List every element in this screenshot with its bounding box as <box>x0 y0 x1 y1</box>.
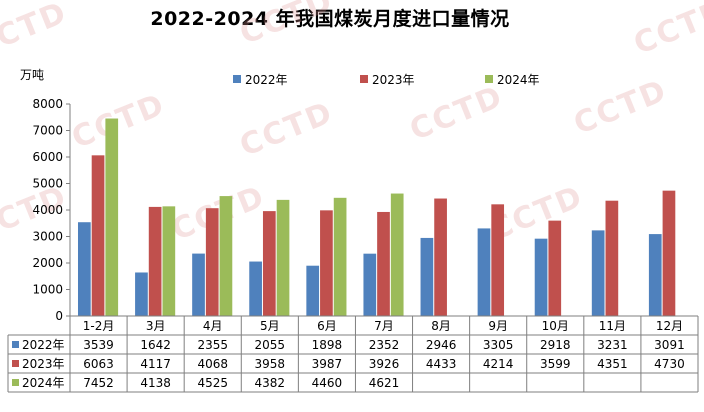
data-label: 3599 <box>540 357 571 371</box>
table-series-label: 2023年 <box>22 357 65 371</box>
data-label: 4730 <box>654 357 685 371</box>
data-label: 1642 <box>140 338 171 352</box>
bar-1-1 <box>77 222 91 316</box>
legend-swatch <box>485 75 493 83</box>
data-label: 6063 <box>83 357 114 371</box>
data-label: 4214 <box>483 357 514 371</box>
bar-1-3 <box>192 253 205 316</box>
category-label: 12月 <box>656 319 683 333</box>
bar-3-3 <box>219 196 233 316</box>
y-tick-label: 7000 <box>32 124 63 138</box>
data-label: 4138 <box>140 376 171 390</box>
y-tick-label: 3000 <box>32 230 63 244</box>
data-label: 4068 <box>197 357 228 371</box>
category-label: 8月 <box>431 319 451 333</box>
data-label: 2055 <box>255 338 286 352</box>
bar-2-11 <box>662 190 676 316</box>
bar-3-5 <box>333 197 347 316</box>
y-tick-label: 0 <box>55 309 63 323</box>
category-label: 3月 <box>146 319 166 333</box>
data-label: 3091 <box>654 338 685 352</box>
y-tick-label: 6000 <box>32 150 63 164</box>
bar-1-6 <box>363 253 377 316</box>
data-label: 3926 <box>369 357 400 371</box>
data-label: 4621 <box>369 376 400 390</box>
bar-2-7 <box>434 198 447 316</box>
bar-3-4 <box>276 199 290 316</box>
data-label: 4382 <box>255 376 286 390</box>
data-label: 3987 <box>312 357 343 371</box>
bar-1-5 <box>306 265 320 316</box>
data-label: 7452 <box>83 376 114 390</box>
bar-3-6 <box>390 193 404 316</box>
category-label: 9月 <box>488 319 508 333</box>
category-label: 5月 <box>260 319 280 333</box>
legend-label: 2024年 <box>497 73 540 87</box>
bar-1-7 <box>420 237 434 316</box>
bar-2-3 <box>205 208 219 316</box>
bar-2-6 <box>377 211 390 316</box>
bar-2-2 <box>148 206 162 316</box>
bar-1-2 <box>135 272 148 316</box>
bar-2-9 <box>548 220 562 316</box>
bar-2-4 <box>262 211 276 316</box>
y-tick-label: 8000 <box>32 97 63 111</box>
data-label: 4117 <box>140 357 171 371</box>
bar-3-2 <box>162 206 176 316</box>
data-label: 2946 <box>426 338 457 352</box>
legend-label: 2022年 <box>245 73 288 87</box>
table-series-label: 2022年 <box>22 338 65 352</box>
y-axis-unit-label: 万吨 <box>20 68 45 82</box>
data-label: 2352 <box>369 338 400 352</box>
table-legend-swatch <box>12 360 19 367</box>
bar-3-1 <box>105 118 119 316</box>
y-tick-label: 4000 <box>32 203 63 217</box>
data-label: 1898 <box>312 338 343 352</box>
table-series-label: 2024年 <box>22 376 65 390</box>
category-label: 1-2月 <box>83 319 115 333</box>
data-label: 2355 <box>197 338 228 352</box>
bar-2-10 <box>605 200 619 316</box>
category-label: 4月 <box>203 319 223 333</box>
data-label: 4525 <box>197 376 228 390</box>
bar-1-9 <box>534 238 548 316</box>
legend-label: 2023年 <box>372 73 415 87</box>
table-legend-swatch <box>12 341 19 348</box>
bar-1-11 <box>648 234 662 316</box>
data-label: 4460 <box>312 376 343 390</box>
data-label: 4351 <box>597 357 628 371</box>
y-tick-label: 2000 <box>32 256 63 270</box>
data-label: 3958 <box>255 357 286 371</box>
category-label: 6月 <box>317 319 337 333</box>
data-label: 2918 <box>540 338 571 352</box>
bar-2-1 <box>91 155 105 316</box>
y-tick-label: 1000 <box>32 283 63 297</box>
bar-2-8 <box>491 204 505 316</box>
bar-1-10 <box>591 230 605 316</box>
data-label: 3305 <box>483 338 514 352</box>
data-label: 4433 <box>426 357 457 371</box>
category-label: 10月 <box>542 319 569 333</box>
legend-swatch <box>233 75 241 83</box>
category-label: 11月 <box>599 319 626 333</box>
data-label: 3539 <box>83 338 114 352</box>
bar-1-8 <box>477 228 491 316</box>
y-tick-label: 5000 <box>32 177 63 191</box>
bar-1-4 <box>249 261 262 316</box>
table-legend-swatch <box>12 379 19 386</box>
chart-title: 2022-2024 年我国煤炭月度进口量情况 <box>150 8 510 30</box>
legend-swatch <box>360 75 368 83</box>
data-label: 3231 <box>597 338 628 352</box>
category-label: 7月 <box>374 319 394 333</box>
bar-2-5 <box>320 210 333 316</box>
